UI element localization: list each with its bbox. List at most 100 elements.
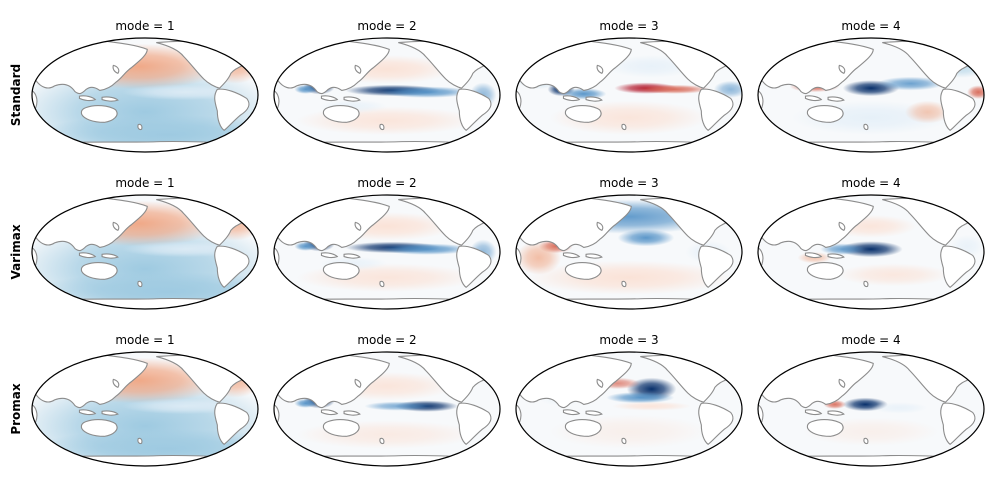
panel-title: mode = 3	[599, 19, 658, 33]
landmass-japan	[597, 65, 603, 73]
landmass-japan	[839, 379, 845, 387]
map-panel-promax-mode-3	[515, 351, 743, 467]
landmass-indonesia2	[586, 254, 602, 258]
map-panel-standard-mode-4	[757, 37, 985, 153]
landmass-australia	[81, 263, 117, 280]
panel-title: mode = 4	[841, 333, 900, 347]
landmass-samerica	[457, 403, 491, 444]
anomaly-region	[904, 100, 951, 124]
landmass-indonesia2	[828, 411, 844, 415]
landmass-samerica	[699, 89, 733, 130]
landmass-indonesia2	[828, 254, 844, 258]
landmass-indonesia1	[321, 96, 337, 101]
row-label-varimax: Varimax	[9, 224, 23, 279]
map-border	[515, 351, 743, 467]
map-panel-promax-mode-4	[757, 351, 985, 467]
landmass-indonesia2	[344, 411, 360, 415]
landmass-australia	[81, 106, 117, 123]
landmass-antarctica	[32, 298, 258, 309]
landmass-europeAfrica	[516, 403, 521, 437]
landmass-europeAfrica	[274, 246, 279, 280]
landmass-samerica	[215, 89, 249, 130]
panel-title: mode = 1	[115, 333, 174, 347]
landmass-antarctica	[758, 141, 984, 152]
landmass-europeAfrica	[274, 89, 279, 123]
panel-title: mode = 3	[599, 176, 658, 190]
row-label-promax: Promax	[9, 383, 23, 435]
landmass-antarctica	[274, 298, 500, 309]
panel-title: mode = 1	[115, 19, 174, 33]
landmass-nz	[622, 438, 626, 443]
landmass-antarctica	[32, 455, 258, 466]
landmass-japan	[355, 65, 361, 73]
landmass-indonesia2	[102, 411, 118, 415]
map-border	[757, 351, 985, 467]
landmass-indonesia1	[79, 96, 95, 101]
landmass-nz	[138, 438, 142, 443]
landmass-antarctica	[274, 141, 500, 152]
landmass-nz	[864, 124, 868, 129]
map-panel-promax-mode-1	[31, 351, 259, 467]
map-panel-standard-mode-1	[31, 37, 259, 153]
landmass-greenland	[474, 39, 492, 55]
landmass-nz	[864, 438, 868, 443]
map-border	[273, 194, 501, 310]
panel-title: mode = 2	[357, 333, 416, 347]
landmass-nz	[138, 281, 142, 286]
landmass-europeAfrica	[758, 89, 763, 123]
anomaly-region	[294, 84, 317, 94]
landmass-europeAfrica	[516, 246, 521, 280]
panel-title: mode = 3	[599, 333, 658, 347]
anomaly-region	[294, 241, 317, 251]
landmass-greenland	[958, 196, 976, 212]
landmass-japan	[839, 222, 845, 230]
anomaly-region	[606, 391, 675, 404]
landmass-japan	[355, 222, 361, 230]
landmass-japan	[597, 379, 603, 387]
landmass-antarctica	[32, 141, 258, 152]
landmass-greenland	[716, 353, 734, 369]
landmass-australia	[807, 106, 843, 123]
panel-title: mode = 2	[357, 176, 416, 190]
landmass-indonesia1	[321, 410, 337, 415]
landmass-australia	[323, 263, 359, 280]
landmass-samerica	[215, 403, 249, 444]
landmass-indonesia2	[586, 97, 602, 101]
anomaly-region	[638, 84, 711, 94]
landmass-samerica	[457, 246, 491, 287]
landmass-antarctica	[758, 298, 984, 309]
landmass-nz	[622, 281, 626, 286]
landmass-indonesia1	[805, 96, 821, 101]
landmass-europeAfrica	[32, 89, 37, 123]
landmass-samerica	[699, 246, 733, 287]
landmass-samerica	[699, 403, 733, 444]
anomaly-region	[516, 240, 562, 275]
landmass-indonesia2	[586, 411, 602, 415]
landmass-europeAfrica	[758, 403, 763, 437]
landmass-indonesia1	[79, 253, 95, 258]
anomaly-region	[364, 401, 433, 411]
landmass-indonesia2	[344, 97, 360, 101]
landmass-europeAfrica	[32, 403, 37, 437]
map-border	[31, 194, 259, 310]
landmass-europeAfrica	[274, 403, 279, 437]
anomaly-region	[381, 243, 472, 255]
landmass-indonesia1	[563, 410, 579, 415]
map-border	[757, 194, 985, 310]
anomaly-region	[876, 76, 945, 91]
landmass-indonesia2	[828, 97, 844, 101]
landmass-japan	[113, 379, 119, 387]
landmass-samerica	[941, 89, 975, 130]
anomaly-region	[612, 401, 692, 411]
landmass-greenland	[232, 196, 250, 212]
landmass-antarctica	[516, 298, 742, 309]
landmass-japan	[113, 65, 119, 73]
map-border	[757, 37, 985, 153]
map-panel-varimax-mode-1	[31, 194, 259, 310]
map-border	[273, 37, 501, 153]
landmass-indonesia2	[102, 97, 118, 101]
landmass-indonesia1	[563, 253, 579, 258]
map-panel-standard-mode-3	[515, 37, 743, 153]
